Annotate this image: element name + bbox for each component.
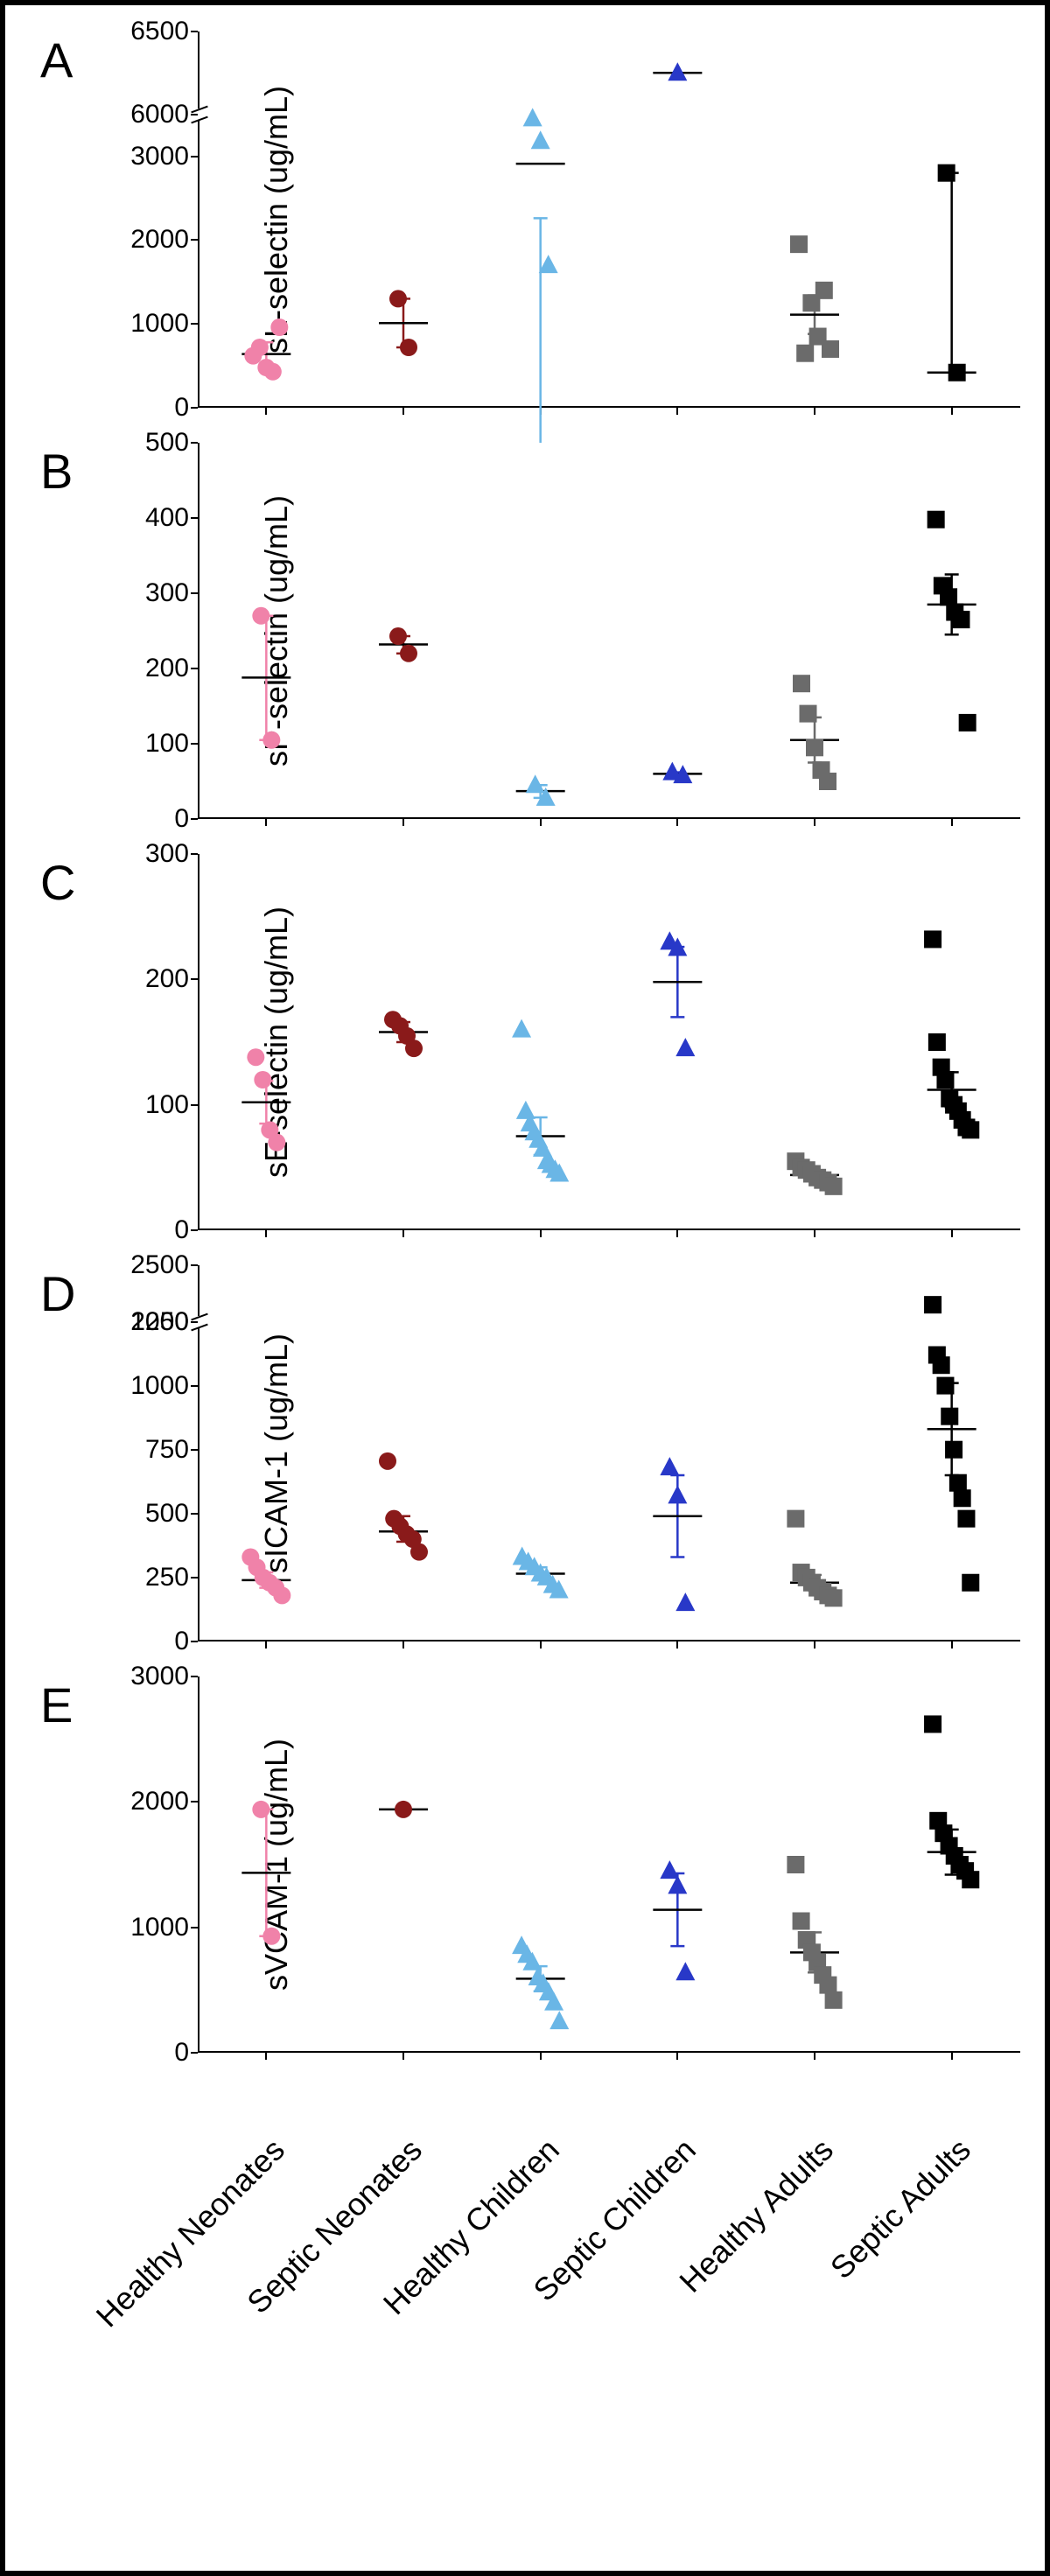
panel-label: E bbox=[40, 1676, 73, 1733]
panel-E: EsVCAM-1 (ug/mL)0100020003000 bbox=[32, 1676, 1018, 2079]
y-tick-label: 400 bbox=[145, 503, 189, 533]
panel-C: CsE-selectin (ug/mL)0100200300 bbox=[32, 854, 1018, 1256]
panel-B: BsP-selectin (ug/mL)0100200300400500 bbox=[32, 443, 1018, 845]
y-tick-label: 250 bbox=[145, 1563, 189, 1592]
y-tick-label: 6500 bbox=[130, 17, 189, 46]
plot-area: sL-selectin (ug/mL)010002000300060006500 bbox=[198, 32, 1020, 408]
y-tick-label: 2000 bbox=[130, 225, 189, 255]
plot-area: sICAM-1 (ug/mL)0250500750100012502000250… bbox=[198, 1265, 1020, 1642]
plot-area: sVCAM-1 (ug/mL)0100020003000 bbox=[198, 1676, 1020, 2053]
y-tick-label: 0 bbox=[174, 1627, 189, 1656]
panel-label: A bbox=[40, 32, 73, 88]
y-tick-label: 0 bbox=[174, 2038, 189, 2068]
y-tick-label: 300 bbox=[145, 839, 189, 869]
y-tick-label: 750 bbox=[145, 1435, 189, 1465]
y-tick-label: 200 bbox=[145, 654, 189, 683]
y-tick-label: 500 bbox=[145, 1499, 189, 1529]
y-tick-label: 300 bbox=[145, 578, 189, 608]
y-tick-label: 3000 bbox=[130, 1662, 189, 1691]
y-tick-label: 2000 bbox=[130, 1307, 189, 1337]
y-tick-label: 1000 bbox=[130, 309, 189, 339]
panel-label: D bbox=[40, 1265, 75, 1322]
y-tick-label: 3000 bbox=[130, 142, 189, 172]
y-tick-label: 500 bbox=[145, 428, 189, 458]
y-tick-label: 200 bbox=[145, 964, 189, 994]
panel-A: AsL-selectin (ug/mL)01000200030006000650… bbox=[32, 32, 1018, 434]
y-tick-label: 100 bbox=[145, 1090, 189, 1120]
y-tick-label: 0 bbox=[174, 393, 189, 423]
y-tick-label: 0 bbox=[174, 1215, 189, 1245]
y-tick-label: 1000 bbox=[130, 1913, 189, 1942]
plot-area: sP-selectin (ug/mL)0100200300400500 bbox=[198, 443, 1020, 819]
y-tick-label: 100 bbox=[145, 729, 189, 759]
y-tick-label: 2000 bbox=[130, 1787, 189, 1816]
y-tick-label: 0 bbox=[174, 804, 189, 834]
panel-D: DsICAM-1 (ug/mL)025050075010001250200025… bbox=[32, 1265, 1018, 1668]
y-tick-label: 1000 bbox=[130, 1371, 189, 1401]
panel-label: B bbox=[40, 443, 73, 500]
panel-label: C bbox=[40, 854, 75, 911]
y-tick-label: 6000 bbox=[130, 100, 189, 130]
x-axis-labels: Healthy NeonatesSeptic NeonatesHealthy C… bbox=[198, 2123, 1020, 2350]
plot-area: sE-selectin (ug/mL)0100200300 bbox=[198, 854, 1020, 1230]
y-tick-label: 2500 bbox=[130, 1250, 189, 1280]
